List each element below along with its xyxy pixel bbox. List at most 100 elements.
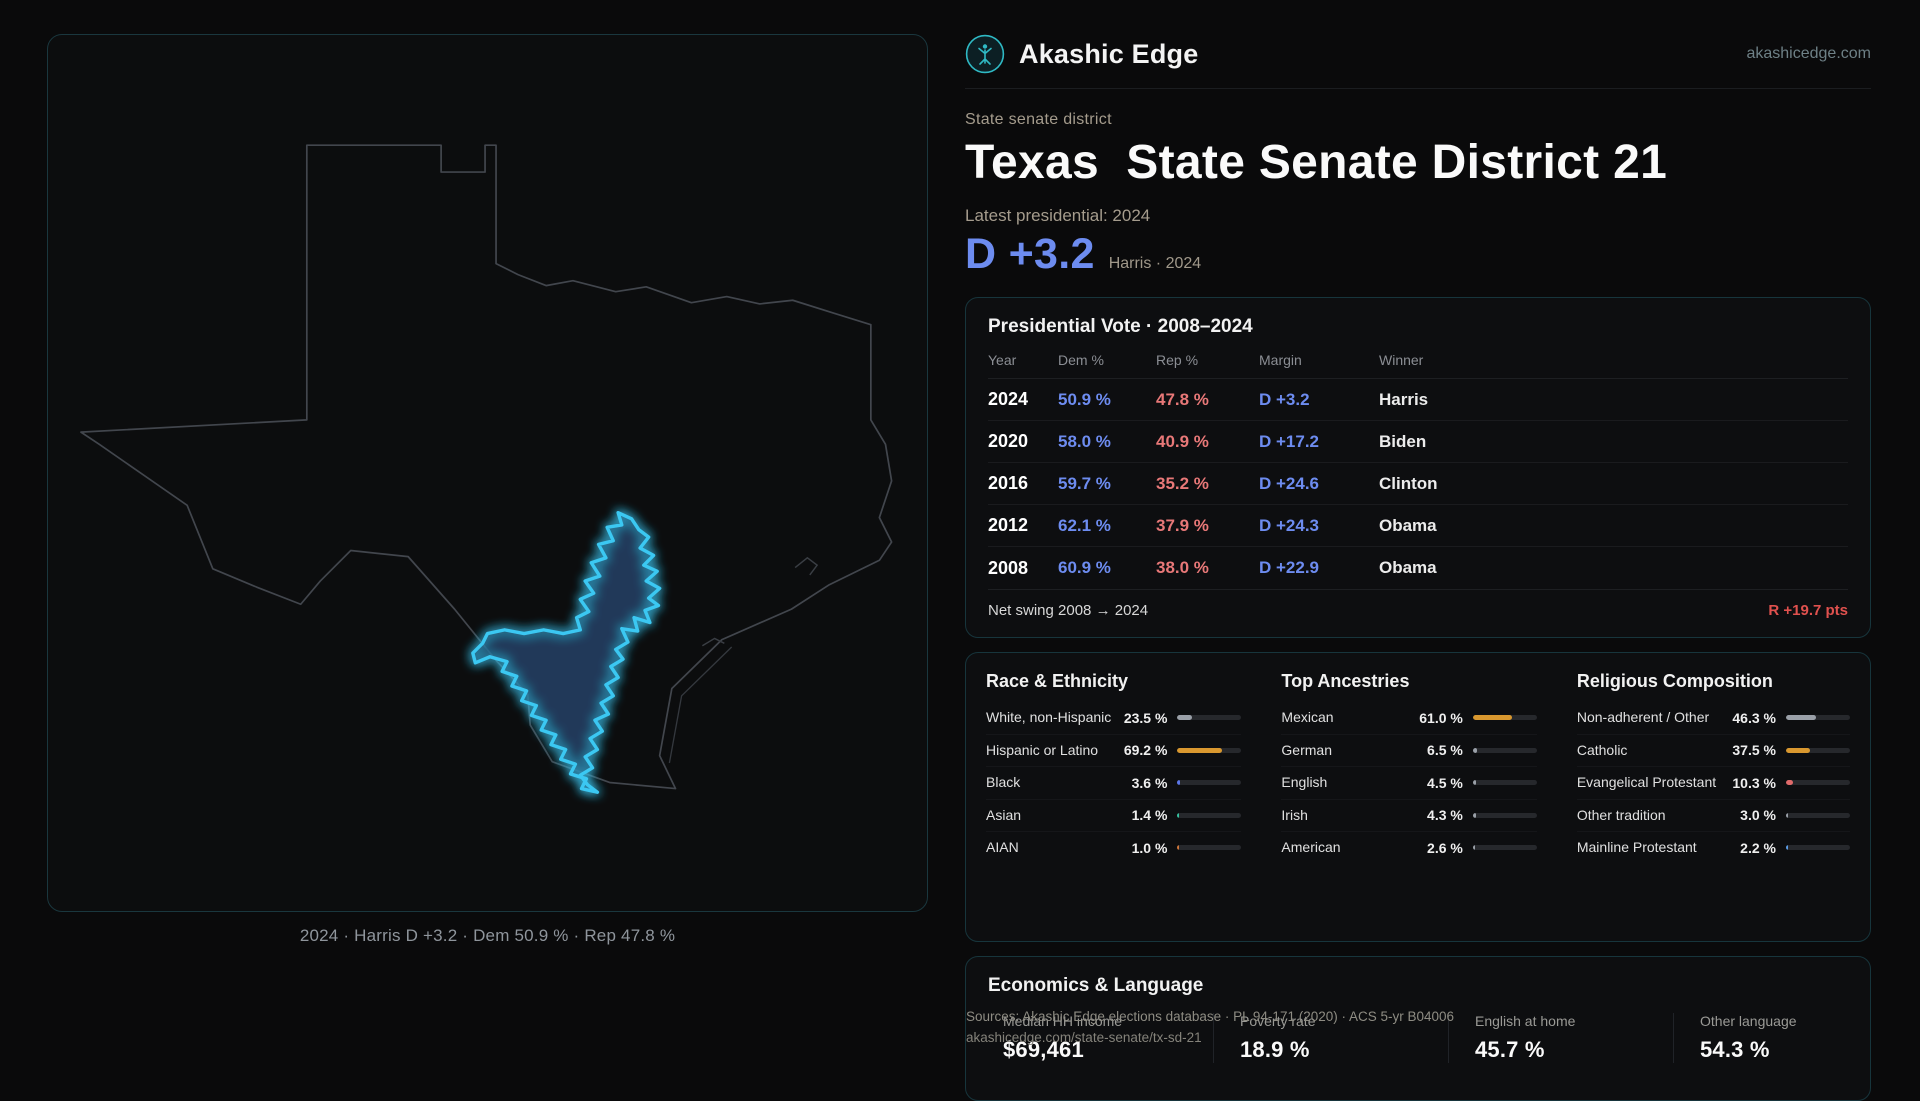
- barrier-island-detail: [668, 646, 733, 764]
- demographic-label: White, non-Hispanic: [986, 709, 1112, 726]
- cell-winner: Obama: [1379, 515, 1437, 535]
- cell-rep-pct: 37.9 %: [1156, 515, 1209, 535]
- stats-row: Median HH income $69,461 Poverty rate 18.9 …: [988, 1013, 1848, 1064]
- demographic-row: Hispanic or Latino 69.2 %: [986, 735, 1242, 768]
- section-title: Top Ancestries: [1281, 671, 1410, 692]
- demographic-row: English 4.5 %: [1281, 767, 1537, 800]
- demographic-row: Catholic 37.5 %: [1576, 735, 1850, 768]
- meter-fill: [1177, 812, 1180, 818]
- cell-rep-pct: 38.0 %: [1156, 558, 1209, 578]
- section-list: White, non-Hispanic 23.5 % Hispanic or Lat…: [986, 702, 1242, 864]
- stat-label: Other language: [1700, 1013, 1797, 1030]
- margin-note: Harris · 2024: [1108, 255, 1202, 273]
- site-header: Akashic Edge akashicedge.com: [965, 34, 1871, 89]
- demographic-value: 6.5 %: [1427, 742, 1463, 759]
- demographic-value: 10.3 %: [1732, 774, 1776, 791]
- cell-dem-pct: 60.9 %: [1058, 558, 1111, 578]
- section-title: Religious Composition: [1576, 671, 1773, 692]
- economic-stat: English at home 45.7 %: [1448, 1013, 1673, 1064]
- meter-fill: [1785, 747, 1810, 753]
- demographic-label: English: [1281, 774, 1328, 791]
- cell-year: 2016: [988, 473, 1029, 494]
- cell-year: 2020: [988, 431, 1029, 452]
- demographic-label: Hispanic or Latino: [986, 741, 1099, 758]
- content-column: Akashic Edge akashicedge.com State senat…: [965, 34, 1871, 1101]
- cell-margin: D +24.3: [1259, 515, 1320, 535]
- column-header: Winner: [1379, 352, 1424, 369]
- demographic-row: Black 3.6 %: [986, 767, 1242, 800]
- economic-stat: Poverty rate 18.9 %: [1213, 1013, 1448, 1064]
- meter-fill: [1472, 715, 1512, 721]
- kicker: State senate district: [965, 111, 1112, 128]
- meter-bar: [1785, 747, 1850, 753]
- demographic-label: Evangelical Protestant: [1576, 774, 1717, 791]
- column-header: Year: [988, 352, 1017, 369]
- meter-bar: [1177, 845, 1242, 851]
- meter-bar: [1785, 845, 1850, 851]
- stat-value: $69,461: [1003, 1037, 1084, 1063]
- top-ancestries-section: Top Ancestries Mexican 61.0 % German 6.5 % E…: [1261, 653, 1556, 941]
- presidential-vote-panel: Presidential Vote · 2008–2024 Year Dem % R…: [965, 297, 1871, 639]
- meter-fill: [1177, 845, 1180, 851]
- meter-fill: [1785, 780, 1793, 786]
- cell-dem-pct: 59.7 %: [1058, 473, 1111, 493]
- cell-winner: Harris: [1379, 389, 1429, 409]
- demographic-value: 2.2 %: [1740, 839, 1776, 856]
- table-header-row: Year Dem % Rep % Margin Winner: [988, 352, 1848, 380]
- demographic-label: Asian: [986, 806, 1022, 823]
- cell-margin: D +3.2: [1259, 389, 1310, 409]
- demographic-value: 4.5 %: [1427, 774, 1463, 791]
- demographic-value: 61.0 %: [1419, 709, 1463, 726]
- cell-margin: D +22.9: [1259, 558, 1320, 578]
- demographic-value: 37.5 %: [1732, 742, 1776, 759]
- demographics-panel: Race & Ethnicity White, non-Hispanic 23.5…: [965, 652, 1871, 943]
- map-caption: 2024 · Harris D +3.2 · Dem 50.9 % · Rep …: [299, 926, 676, 945]
- district-sd21-shape[interactable]: [471, 510, 662, 794]
- vote-row: 2016 59.7 % 35.2 % D +24.6 Clinton: [988, 463, 1848, 506]
- vote-row: 2020 58.0 % 40.9 % D +17.2 Biden: [988, 421, 1848, 464]
- demographic-label: German: [1281, 741, 1332, 758]
- stat-label: Median HH income: [1003, 1013, 1123, 1030]
- meter-bar: [1177, 780, 1242, 786]
- demographic-label: AIAN: [986, 839, 1019, 856]
- cell-winner: Clinton: [1379, 473, 1438, 493]
- demographic-label: Mexican: [1281, 709, 1334, 726]
- demographic-label: Black: [986, 774, 1021, 791]
- stat-value: 54.3 %: [1700, 1037, 1770, 1063]
- cell-dem-pct: 50.9 %: [1058, 389, 1111, 409]
- section-list: Mexican 61.0 % German 6.5 % English 4.5 % Iris…: [1281, 702, 1537, 864]
- meter-bar: [1472, 780, 1537, 786]
- vote-row: 2012 62.1 % 37.9 % D +24.3 Obama: [988, 505, 1848, 548]
- meter-fill: [1785, 812, 1788, 818]
- meter-fill: [1472, 780, 1476, 786]
- economic-stat: Other language 54.3 %: [1673, 1013, 1848, 1064]
- demographic-row: White, non-Hispanic 23.5 %: [986, 702, 1242, 735]
- cell-year: 2012: [988, 515, 1029, 536]
- cell-rep-pct: 47.8 %: [1156, 389, 1209, 409]
- meter-bar: [1472, 812, 1537, 818]
- demographic-value: 46.3 %: [1732, 709, 1776, 726]
- demographic-label: Catholic: [1576, 741, 1628, 758]
- demographic-row: Mexican 61.0 %: [1281, 702, 1537, 735]
- column-header: Margin: [1259, 352, 1302, 369]
- meter-bar: [1177, 715, 1242, 721]
- brand-name: Akashic Edge: [1019, 38, 1199, 69]
- demographic-row: American 2.6 %: [1281, 832, 1537, 864]
- stat-value: 18.9 %: [1240, 1037, 1310, 1063]
- cell-rep-pct: 40.9 %: [1156, 431, 1209, 451]
- meter-bar: [1177, 812, 1242, 818]
- coastal-bay-detail: [701, 556, 819, 647]
- religious-composition-section: Religious Composition Non-adherent / Oth…: [1557, 653, 1870, 941]
- cell-dem-pct: 62.1 %: [1058, 515, 1111, 535]
- meter-bar: [1472, 715, 1537, 721]
- meter-bar: [1472, 845, 1537, 851]
- cell-winner: Obama: [1379, 558, 1437, 578]
- section-title: Race & Ethnicity: [986, 671, 1129, 692]
- page-title: Texas State Senate District 21: [965, 136, 1668, 189]
- meter-fill: [1472, 845, 1475, 851]
- site-link[interactable]: akashicedge.com: [1746, 45, 1871, 62]
- vote-row: 2024 50.9 % 47.8 % D +3.2 Harris: [988, 379, 1848, 422]
- column-header: Rep %: [1156, 352, 1199, 369]
- vote-row: 2008 60.9 % 38.0 % D +22.9 Obama: [988, 547, 1848, 589]
